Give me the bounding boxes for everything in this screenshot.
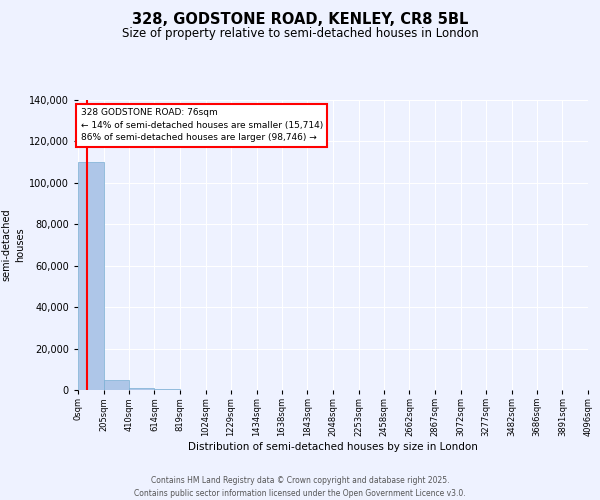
Text: 328, GODSTONE ROAD, KENLEY, CR8 5BL: 328, GODSTONE ROAD, KENLEY, CR8 5BL (132, 12, 468, 28)
Bar (154, 389, 180, 390)
Bar (129, 388, 154, 390)
Bar (78, 162, 104, 390)
X-axis label: Distribution of semi-detached houses by size in London: Distribution of semi-detached houses by … (188, 442, 478, 452)
Y-axis label: Number of
semi-detached
houses: Number of semi-detached houses (0, 208, 25, 282)
Text: 328 GODSTONE ROAD: 76sqm
← 14% of semi-detached houses are smaller (15,714)
86% : 328 GODSTONE ROAD: 76sqm ← 14% of semi-d… (80, 108, 323, 142)
Text: Size of property relative to semi-detached houses in London: Size of property relative to semi-detach… (122, 28, 478, 40)
Text: Contains HM Land Registry data © Crown copyright and database right 2025.
Contai: Contains HM Land Registry data © Crown c… (134, 476, 466, 498)
Bar (104, 380, 129, 390)
